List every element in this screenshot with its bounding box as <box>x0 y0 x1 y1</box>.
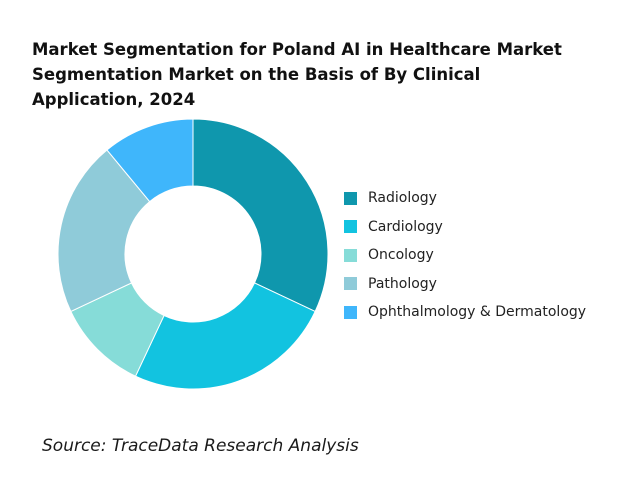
donut-slice-cardiology <box>134 282 316 390</box>
legend-item-cardiology: Cardiology <box>344 213 586 242</box>
chart-title-line-1: Market Segmentation for Poland AI in Hea… <box>32 40 562 59</box>
legend-item-ophthalmology-dermatology: Ophthalmology & Dermatology <box>344 298 586 327</box>
legend-label: Radiology <box>368 190 437 207</box>
legend-swatch <box>344 305 357 319</box>
legend-label: Oncology <box>368 247 434 264</box>
donut-slice-radiology <box>192 118 329 313</box>
legend-item-oncology: Oncology <box>344 241 586 270</box>
chart-title-line-2: Segmentation Market on the Basis of By C… <box>32 65 481 84</box>
source-note: Source: TraceData Research Analysis <box>42 436 359 456</box>
chart-title: Market Segmentation for Poland AI in Hea… <box>32 37 612 112</box>
legend-label: Pathology <box>368 275 437 292</box>
legend-label: Ophthalmology & Dermatology <box>368 304 587 321</box>
legend-swatch <box>344 220 357 234</box>
legend-swatch <box>344 248 357 262</box>
donut-slice-pathology <box>57 149 151 313</box>
legend-swatch <box>344 277 357 291</box>
chart-title-line-3: Application, 2024 <box>32 90 196 109</box>
chart-legend: Radiology Cardiology Oncology Pathology … <box>344 184 586 327</box>
donut-slice-ophthalmology-dermatology <box>106 118 194 203</box>
legend-item-pathology: Pathology <box>344 270 586 299</box>
legend-item-radiology: Radiology <box>344 184 586 213</box>
legend-swatch <box>344 191 357 205</box>
legend-label: Cardiology <box>368 218 443 235</box>
